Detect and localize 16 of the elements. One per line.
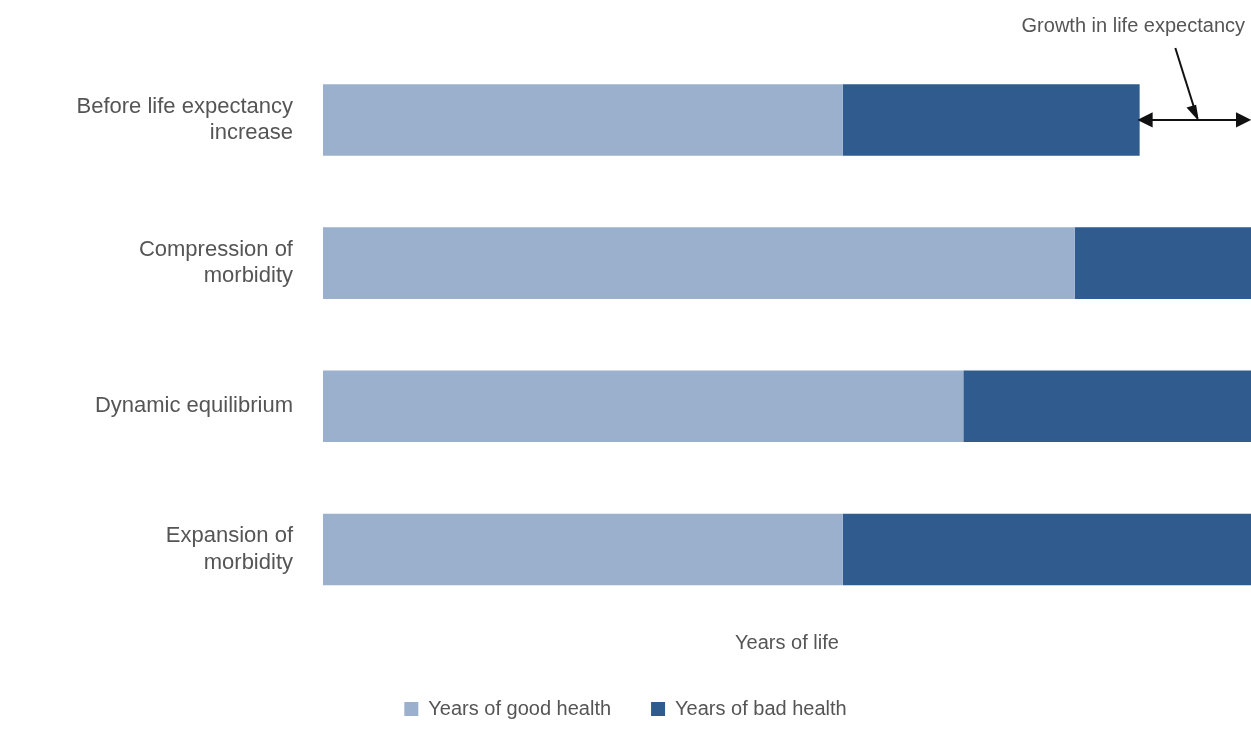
bar: [842, 84, 1140, 156]
legend-label: Years of bad health: [675, 696, 847, 719]
bar: [323, 370, 964, 443]
text: Growth in life expectancy: [1021, 13, 1245, 36]
bar: [323, 513, 843, 586]
y-tick-label: Compression of morbidity: [138, 235, 294, 288]
y-tick-label: Expansion of morbidity: [165, 522, 294, 574]
y-tick-label: Before life expectancy increase: [76, 92, 293, 145]
bar: [1074, 227, 1251, 299]
bar: [323, 84, 843, 156]
y-tick-label: Dynamic equilibrium: [94, 392, 293, 418]
legend-label: Years of good health: [428, 696, 612, 719]
bar: [842, 513, 1251, 586]
bar: [963, 370, 1251, 443]
bar: [323, 227, 1075, 299]
x-axis-title: Years of life: [735, 630, 839, 653]
